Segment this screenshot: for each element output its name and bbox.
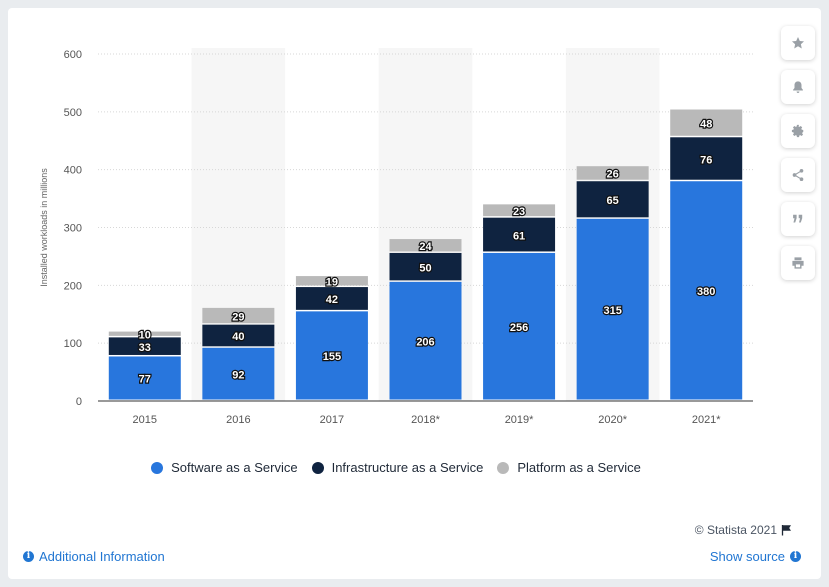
x-tick-label: 2016 xyxy=(226,414,250,426)
data-label: 76 xyxy=(700,154,712,166)
info-icon: i xyxy=(790,551,801,562)
show-source-link[interactable]: Show source i xyxy=(710,549,801,564)
statista-credit: © Statista 2021 xyxy=(695,523,793,537)
credit-text[interactable]: © Statista 2021 xyxy=(694,523,777,537)
legend-item-iaas[interactable]: Infrastructure as a Service xyxy=(311,460,484,475)
bar-segment[interactable] xyxy=(670,137,743,180)
share-button[interactable] xyxy=(781,158,815,192)
data-label: 77 xyxy=(139,374,151,386)
bar-segment[interactable] xyxy=(202,347,275,400)
data-label: 50 xyxy=(419,262,431,274)
gear-icon xyxy=(791,124,804,138)
data-label: 61 xyxy=(513,230,525,242)
y-tick-label: 500 xyxy=(64,107,82,119)
bar-segment[interactable] xyxy=(576,181,649,218)
show-source-label: Show source xyxy=(709,549,785,564)
stacked-bar-chart: 0 100 200 300 400 500 600 Installed workloads i… xyxy=(39,48,753,426)
data-label: 48 xyxy=(700,118,712,130)
star-icon xyxy=(791,37,805,49)
data-label: 380 xyxy=(697,286,715,298)
bar-segment[interactable] xyxy=(483,217,556,252)
bar-segment[interactable] xyxy=(295,276,368,286)
share-icon xyxy=(792,168,804,182)
bar-segment[interactable] xyxy=(576,166,649,180)
x-tick-label: 2018* xyxy=(411,414,440,426)
legend-item-saas[interactable]: Software as a Service xyxy=(151,460,298,475)
favorite-button[interactable] xyxy=(781,26,815,60)
info-icon: i xyxy=(23,551,34,562)
legend-label-iaas: Infrastructure as a Service xyxy=(331,460,484,475)
chart-legend: Software as a Service Infrastructure as … xyxy=(8,460,784,475)
bar-segment[interactable] xyxy=(202,324,275,347)
data-label: 23 xyxy=(513,206,525,218)
data-label: 92 xyxy=(232,369,244,381)
data-label: 10 xyxy=(139,329,151,341)
data-label: 206 xyxy=(416,336,434,348)
data-label: 24 xyxy=(419,241,432,253)
x-tick-label: 2021* xyxy=(692,414,721,426)
additional-info-label: Additional Information xyxy=(39,549,165,564)
print-icon xyxy=(792,257,804,269)
bar-segment[interactable] xyxy=(670,181,743,400)
bell-icon xyxy=(793,81,803,93)
bar-segment[interactable] xyxy=(483,252,556,400)
data-label: 19 xyxy=(326,277,338,289)
data-label: 256 xyxy=(510,322,528,334)
cite-button[interactable] xyxy=(781,202,815,236)
data-label: 155 xyxy=(323,351,341,363)
x-tick-label: 2020* xyxy=(598,414,627,426)
bar-segment[interactable] xyxy=(483,204,556,217)
bar-segment[interactable] xyxy=(202,307,275,324)
legend-item-paas[interactable]: Platform as a Service xyxy=(497,460,641,475)
bar-segment[interactable] xyxy=(389,252,462,281)
bar-segment[interactable] xyxy=(108,356,181,400)
bar-segment[interactable] xyxy=(108,337,181,355)
y-tick-label: 200 xyxy=(64,280,82,292)
legend-marker-paas xyxy=(497,461,510,474)
legend-label-paas: Platform as a Service xyxy=(517,460,641,475)
x-tick-label: 2017 xyxy=(320,414,344,426)
data-label: 42 xyxy=(326,294,338,306)
data-label: 33 xyxy=(139,342,151,354)
bar-segment[interactable] xyxy=(295,287,368,310)
legend-label-saas: Software as a Service xyxy=(171,460,298,475)
quote-icon xyxy=(793,214,803,223)
chart-card: 0 100 200 300 400 500 600 Installed workloads i… xyxy=(8,8,821,579)
y-tick-label: 100 xyxy=(64,338,82,350)
data-label: 29 xyxy=(232,311,244,323)
y-tick-label: 300 xyxy=(64,223,82,235)
data-label: 315 xyxy=(603,305,621,317)
data-label: 26 xyxy=(607,169,619,181)
bar-segment[interactable] xyxy=(108,331,181,336)
legend-marker-iaas xyxy=(311,461,324,474)
data-label: 40 xyxy=(232,331,244,343)
y-tick-label: 0 xyxy=(76,396,82,408)
y-tick-label: 400 xyxy=(64,165,82,177)
x-tick-label: 2015 xyxy=(133,414,157,426)
additional-info-link[interactable]: i Additional Information xyxy=(23,549,165,564)
y-tick-label: 600 xyxy=(64,49,82,61)
x-tick-label: 2019* xyxy=(505,414,534,426)
bar-segment[interactable] xyxy=(389,281,462,400)
print-button[interactable] xyxy=(781,246,815,280)
legend-marker-saas xyxy=(151,461,164,474)
data-label: 65 xyxy=(607,195,619,207)
bar-segment[interactable] xyxy=(295,311,368,400)
bar-segment[interactable] xyxy=(670,109,743,136)
bar-segment[interactable] xyxy=(576,218,649,400)
notification-button[interactable] xyxy=(781,70,815,104)
flag-icon[interactable] xyxy=(781,524,793,536)
settings-button[interactable] xyxy=(781,114,815,148)
bar-segment[interactable] xyxy=(389,239,462,252)
y-axis-label: Installed workloads in millions xyxy=(39,168,49,287)
